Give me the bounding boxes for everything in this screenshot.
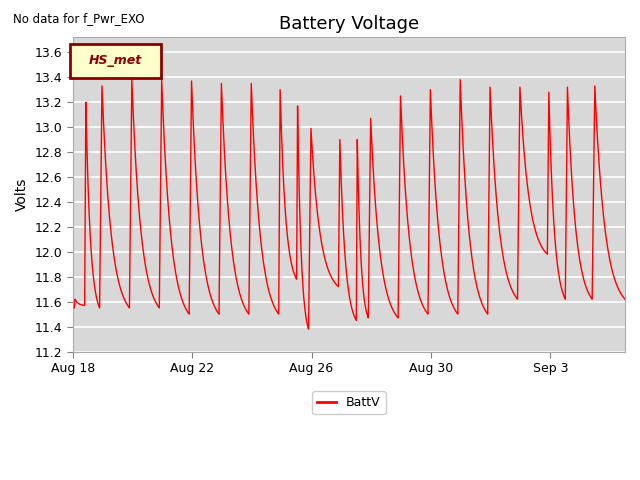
Text: HS_met: HS_met — [88, 54, 142, 67]
Title: Battery Voltage: Battery Voltage — [279, 15, 419, 33]
FancyBboxPatch shape — [70, 44, 161, 78]
Text: No data for f_Pwr_EXO: No data for f_Pwr_EXO — [13, 12, 144, 25]
Y-axis label: Volts: Volts — [15, 178, 29, 211]
Legend: BattV: BattV — [312, 391, 385, 414]
